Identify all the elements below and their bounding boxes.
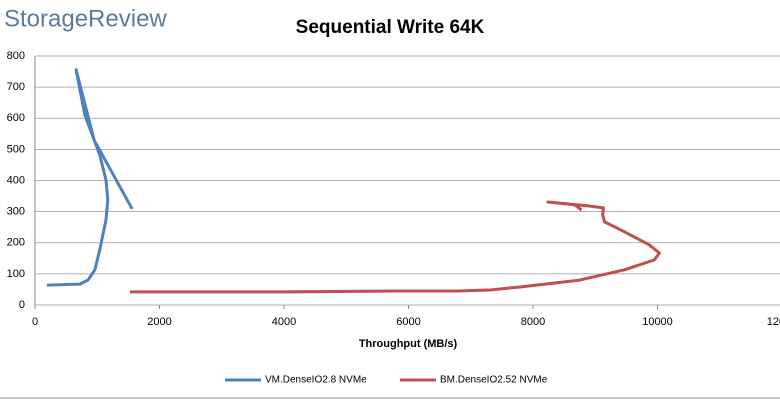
x-tick-label: 2000 (147, 316, 171, 328)
chart-title: Sequential Write 64K (296, 17, 485, 38)
x-tick-label: 0 (32, 316, 38, 328)
x-tick-label: 6000 (396, 316, 420, 328)
legend-label: BM.DenseIO2.52 NVMe (440, 375, 548, 386)
x-tick-label: 4000 (272, 316, 296, 328)
x-tick-label: 10000 (642, 316, 673, 328)
logo: StorageReview (4, 5, 167, 32)
legend-label: VM.DenseIO2.8 NVMe (265, 375, 367, 386)
series-line (46, 68, 134, 287)
y-tick-label: 0 (19, 299, 25, 311)
y-tick-label: 300 (7, 206, 25, 218)
x-tick-label: 8000 (521, 316, 545, 328)
y-tick-label: 800 (7, 50, 25, 62)
y-tick-label: 100 (7, 268, 25, 280)
y-tick-label: 500 (7, 143, 25, 155)
y-tick-label: 600 (7, 112, 25, 124)
y-tick-label: 400 (7, 174, 25, 186)
series-line (129, 200, 661, 294)
x-axis-label: Throughput (MB/s) (359, 338, 458, 350)
y-tick-label: 200 (7, 237, 25, 249)
y-tick-label: 700 (7, 81, 25, 93)
x-tick-label: 12000 (767, 316, 780, 328)
